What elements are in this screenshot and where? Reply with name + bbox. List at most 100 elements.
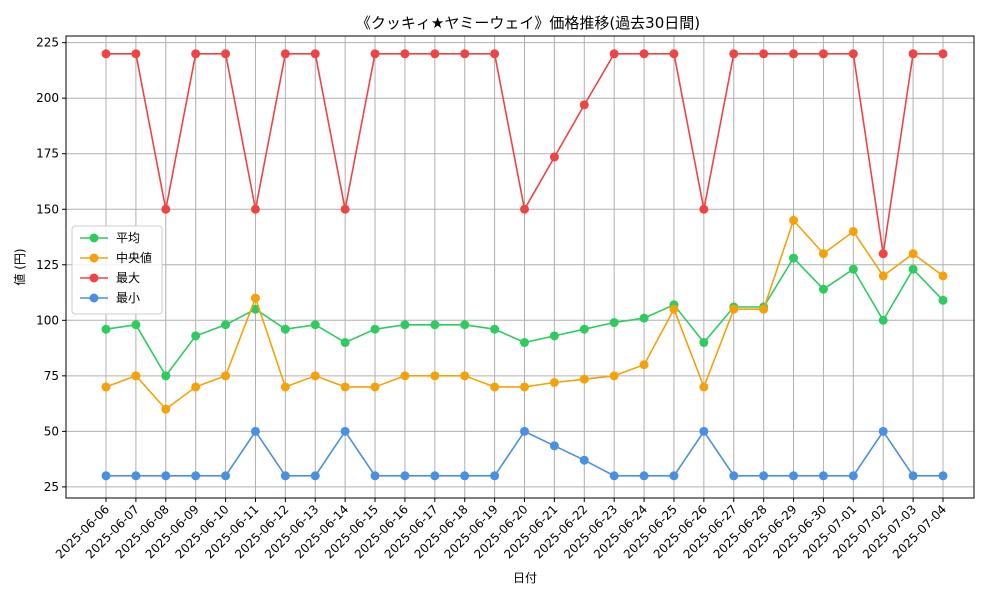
data-point <box>520 426 529 436</box>
data-point <box>430 49 440 59</box>
data-point <box>280 471 290 481</box>
data-point <box>310 471 320 481</box>
data-point <box>280 324 290 334</box>
legend-label: 平均 <box>116 231 140 245</box>
data-point <box>759 49 769 59</box>
legend-label: 最小 <box>116 291 140 305</box>
grid <box>66 36 974 498</box>
data-point <box>101 382 111 392</box>
data-point <box>669 304 679 314</box>
data-point <box>400 471 410 481</box>
data-point <box>280 49 290 59</box>
data-point <box>609 318 619 328</box>
chart-title: 《クッキィ★ヤミーウェイ》価格推移(過去30日間) <box>356 14 700 32</box>
data-point <box>639 313 649 323</box>
data-point <box>848 471 858 481</box>
series-2 <box>101 49 948 259</box>
data-point <box>609 371 619 381</box>
legend-label: 中央値 <box>116 250 152 265</box>
data-point <box>908 249 918 259</box>
data-point <box>340 426 350 436</box>
data-point <box>878 315 888 325</box>
data-point <box>878 249 888 259</box>
data-point <box>579 455 589 465</box>
y-tick-label: 225 <box>36 36 59 50</box>
data-point <box>340 338 350 348</box>
data-point <box>699 382 709 392</box>
data-point <box>430 320 440 330</box>
data-point <box>699 338 709 348</box>
series-3 <box>101 426 948 481</box>
y-tick-label: 175 <box>36 147 59 161</box>
data-point <box>549 441 559 451</box>
data-point <box>639 49 649 59</box>
data-point <box>609 471 619 481</box>
data-point <box>490 382 500 392</box>
data-point <box>848 226 858 236</box>
data-point <box>131 320 141 330</box>
data-point <box>460 49 470 59</box>
data-point <box>310 371 320 381</box>
data-point <box>789 471 799 481</box>
y-tick-label: 75 <box>44 369 59 383</box>
data-point <box>460 320 470 330</box>
data-point <box>818 249 828 259</box>
data-point <box>400 371 410 381</box>
data-point <box>280 382 290 392</box>
data-point <box>520 204 529 214</box>
y-tick-label: 25 <box>44 480 59 494</box>
data-point <box>131 49 141 59</box>
data-point <box>221 471 231 481</box>
legend-swatch-marker <box>89 233 99 243</box>
data-point <box>789 49 799 59</box>
data-point <box>938 49 948 59</box>
data-point <box>340 382 350 392</box>
data-point <box>908 49 918 59</box>
data-point <box>161 404 171 414</box>
data-point <box>938 295 948 305</box>
series-layer <box>101 49 948 481</box>
data-point <box>370 49 380 59</box>
data-point <box>131 371 141 381</box>
data-point <box>609 49 619 59</box>
data-point <box>908 471 918 481</box>
data-point <box>250 426 260 436</box>
data-point <box>221 371 231 381</box>
data-point <box>101 324 111 334</box>
data-point <box>579 324 589 334</box>
data-point <box>639 471 649 481</box>
data-point <box>520 338 529 348</box>
data-point <box>400 49 410 59</box>
data-point <box>878 271 888 281</box>
legend-label: 最大 <box>116 271 140 285</box>
data-point <box>221 320 231 330</box>
data-point <box>699 426 709 436</box>
data-point <box>460 471 470 481</box>
data-point <box>669 471 679 481</box>
data-point <box>370 324 380 334</box>
data-point <box>370 382 380 392</box>
data-point <box>818 49 828 59</box>
legend-box <box>71 225 163 315</box>
data-point <box>191 331 201 341</box>
data-point <box>400 320 410 330</box>
data-point <box>221 49 231 59</box>
data-point <box>579 100 589 110</box>
y-tick-label: 125 <box>36 258 59 272</box>
data-point <box>101 471 111 481</box>
data-point <box>729 471 739 481</box>
series-0 <box>101 253 948 381</box>
y-axis-label: 値 (円) <box>12 248 27 285</box>
x-axis: 2025-06-062025-06-072025-06-082025-06-09… <box>53 498 949 561</box>
data-point <box>729 49 739 59</box>
y-tick-label: 50 <box>44 424 59 438</box>
data-point <box>370 471 380 481</box>
y-axis: 25 50 75 100 125 150 175 200 225 <box>36 36 66 494</box>
data-point <box>818 471 828 481</box>
data-point <box>161 371 171 381</box>
data-point <box>729 304 739 314</box>
data-point <box>938 471 948 481</box>
data-point <box>520 382 529 392</box>
